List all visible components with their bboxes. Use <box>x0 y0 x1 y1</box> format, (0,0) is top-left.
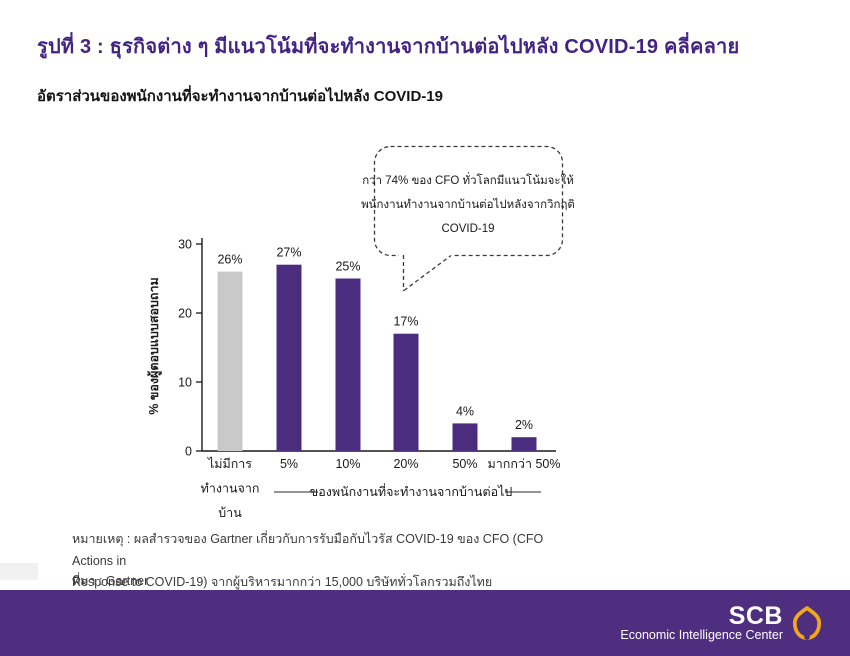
x-axis-group-label: ของพนักงานที่จะทำงานจากบ้านต่อไป <box>310 483 513 499</box>
chart-footnote: หมายเหตุ : ผลสำรวจของ Gartner เกี่ยวกับก… <box>72 529 552 594</box>
footnote-line-1: หมายเหตุ : ผลสำรวจของ Gartner เกี่ยวกับก… <box>72 532 544 568</box>
x-tick-label: 20% <box>393 457 418 471</box>
callout-tail-gap <box>399 249 453 262</box>
source-line: ที่มา : Gartner <box>72 574 149 588</box>
x-tick-label: ไม่มีการ <box>207 457 252 471</box>
y-tick-label: 20 <box>178 307 192 321</box>
bar-value-label: 27% <box>276 246 301 260</box>
bar-value-label: 17% <box>393 315 418 329</box>
bar-value-label: 26% <box>217 253 242 267</box>
bar-value-label: 2% <box>515 418 533 432</box>
bar <box>393 333 419 451</box>
y-axis-title: % ของผู้ตอบแบบสอบถาม <box>147 277 162 414</box>
callout-text-line: COVID-19 <box>441 223 494 235</box>
bar <box>452 423 478 451</box>
scb-brand-name: SCB <box>728 601 783 630</box>
bar <box>276 264 302 451</box>
scb-brand-block: SCB Economic Intelligence Center <box>620 601 783 643</box>
footnote-line-2: Response to COVID-19) จากผู้บริหารมากกว่… <box>72 575 493 589</box>
y-tick-label: 30 <box>178 238 192 252</box>
chart-subtitle: อัตราส่วนของพนักงานที่จะทำงานจากบ้านต่อไ… <box>37 88 443 105</box>
callout-text-line: กว่า 74% ของ CFO ทั่วโลกมีแนวโน้มจะให้ <box>362 172 574 187</box>
scb-brand-subtitle: Economic Intelligence Center <box>620 627 783 642</box>
x-tick-label: 50% <box>452 457 477 471</box>
bar <box>335 278 361 451</box>
callout-tail-diagonal <box>403 254 452 292</box>
callout-bubble <box>373 145 564 257</box>
y-tick-label: 0 <box>185 445 192 459</box>
x-tick-label: มากกว่า 50% <box>488 457 561 471</box>
scb-lotus-icon <box>792 606 822 640</box>
x-tick-label: 5% <box>280 457 298 471</box>
x-tick-label: บ้าน <box>218 506 242 520</box>
footer-band: SCB Economic Intelligence Center <box>0 590 850 656</box>
x-tick-label: 10% <box>335 457 360 471</box>
figure-title: รูปที่ 3 : ธุรกิจต่าง ๆ มีแนวโน้มที่จะทำ… <box>37 36 740 58</box>
x-tick-label: ทำงานจาก <box>201 482 260 496</box>
y-tick-label: 10 <box>178 376 192 390</box>
bar-value-label: 4% <box>456 404 474 418</box>
bar <box>217 271 243 451</box>
left-edge-strip <box>0 563 38 580</box>
bar-value-label: 25% <box>335 260 360 274</box>
bar <box>511 437 537 451</box>
callout-text-line: พนักงานทำงานจากบ้านต่อไปหลังจากวิกฤติ <box>361 198 575 211</box>
